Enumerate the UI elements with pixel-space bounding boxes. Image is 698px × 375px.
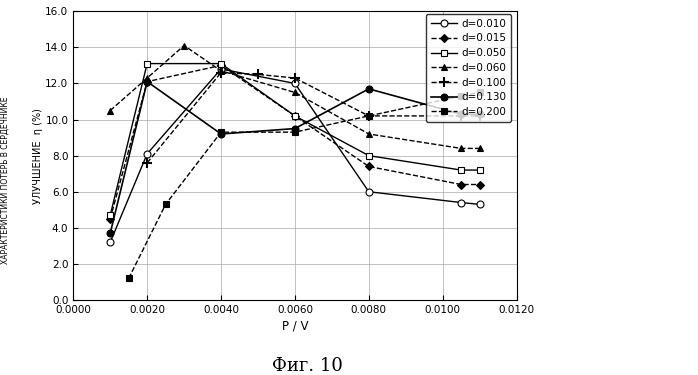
- Line: d=0.200: d=0.200: [125, 89, 483, 282]
- d=0.200: [290, 130, 299, 134]
- Y-axis label: УЛУЧШЕНИЕ  η (%): УЛУЧШЕНИЕ η (%): [33, 108, 43, 204]
- d=0.060: [457, 146, 466, 151]
- d=0.130: [217, 132, 225, 136]
- d=0.200: [124, 276, 133, 280]
- d=0.015: [364, 164, 373, 169]
- d=0.100: [475, 114, 484, 118]
- d=0.060: [364, 132, 373, 136]
- Line: d=0.100: d=0.100: [142, 68, 484, 168]
- d=0.100: [254, 72, 262, 76]
- d=0.010: [290, 81, 299, 86]
- d=0.010: [457, 200, 466, 205]
- d=0.060: [290, 90, 299, 95]
- d=0.010: [364, 189, 373, 194]
- d=0.060: [143, 76, 151, 80]
- d=0.010: [475, 202, 484, 207]
- Line: d=0.015: d=0.015: [107, 63, 482, 222]
- d=0.010: [217, 67, 225, 71]
- d=0.130: [290, 126, 299, 131]
- Line: d=0.010: d=0.010: [107, 66, 483, 246]
- d=0.015: [290, 114, 299, 118]
- d=0.060: [475, 146, 484, 151]
- d=0.100: [217, 70, 225, 75]
- d=0.050: [457, 168, 466, 172]
- d=0.010: [143, 152, 151, 156]
- d=0.050: [475, 168, 484, 172]
- d=0.060: [106, 108, 114, 113]
- d=0.050: [143, 62, 151, 66]
- d=0.015: [106, 216, 114, 221]
- d=0.200: [364, 114, 373, 118]
- Text: ХАРАКТЕРИСТИКИ ПОТЕРЬ В СЕРДЕЧНИКЕ: ХАРАКТЕРИСТИКИ ПОТЕРЬ В СЕРДЕЧНИКЕ: [1, 96, 10, 264]
- d=0.200: [475, 90, 484, 95]
- Line: d=0.050: d=0.050: [107, 60, 483, 219]
- d=0.130: [475, 112, 484, 116]
- d=0.130: [106, 231, 114, 236]
- d=0.200: [457, 94, 466, 98]
- d=0.050: [106, 213, 114, 217]
- d=0.050: [364, 153, 373, 158]
- d=0.015: [457, 182, 466, 187]
- d=0.100: [364, 114, 373, 118]
- d=0.060: [217, 69, 225, 73]
- Line: d=0.130: d=0.130: [107, 78, 483, 237]
- d=0.015: [475, 182, 484, 187]
- d=0.130: [457, 112, 466, 116]
- d=0.060: [180, 43, 188, 48]
- d=0.015: [143, 80, 151, 84]
- d=0.100: [290, 76, 299, 80]
- d=0.200: [217, 130, 225, 134]
- d=0.050: [290, 114, 299, 118]
- d=0.050: [217, 62, 225, 66]
- d=0.130: [143, 80, 151, 84]
- d=0.015: [217, 63, 225, 68]
- d=0.100: [457, 114, 466, 118]
- d=0.100: [143, 160, 151, 165]
- d=0.010: [106, 240, 114, 244]
- d=0.130: [364, 87, 373, 91]
- d=0.200: [161, 202, 170, 207]
- X-axis label: P / V: P / V: [282, 319, 308, 332]
- Legend: d=0.010, d=0.015, d=0.050, d=0.060, d=0.100, d=0.130, d=0.200: d=0.010, d=0.015, d=0.050, d=0.060, d=0.…: [426, 13, 512, 122]
- Line: d=0.060: d=0.060: [107, 42, 483, 152]
- Text: Фиг. 10: Фиг. 10: [272, 357, 343, 375]
